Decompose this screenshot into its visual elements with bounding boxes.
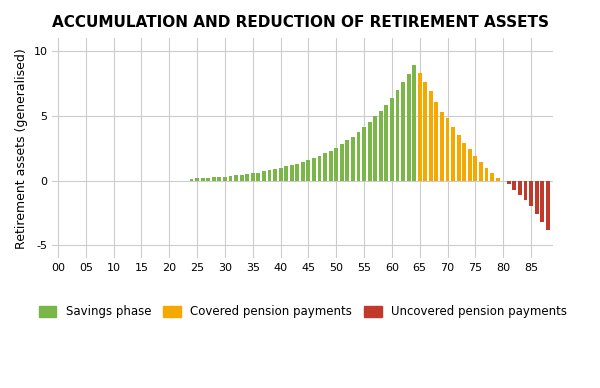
- Bar: [395, 90, 400, 180]
- Bar: [440, 112, 444, 180]
- Bar: [323, 153, 327, 180]
- Bar: [473, 156, 478, 180]
- Bar: [295, 164, 299, 180]
- Bar: [362, 127, 366, 180]
- Bar: [262, 171, 266, 180]
- Bar: [284, 166, 288, 180]
- Bar: [529, 180, 533, 206]
- Bar: [356, 132, 361, 180]
- Bar: [507, 180, 511, 184]
- Bar: [351, 137, 355, 180]
- Bar: [390, 98, 394, 180]
- Bar: [217, 177, 221, 180]
- Legend: Savings phase, Covered pension payments, Uncovered pension payments: Savings phase, Covered pension payments,…: [38, 305, 567, 319]
- Bar: [373, 116, 377, 180]
- Bar: [251, 173, 255, 180]
- Bar: [540, 180, 544, 222]
- Y-axis label: Retirement assets (generalised): Retirement assets (generalised): [15, 48, 28, 249]
- Bar: [407, 74, 410, 180]
- Bar: [301, 162, 305, 180]
- Bar: [329, 151, 332, 180]
- Bar: [462, 143, 466, 180]
- Bar: [273, 169, 277, 180]
- Bar: [346, 140, 349, 180]
- Bar: [334, 147, 338, 180]
- Bar: [468, 149, 472, 180]
- Bar: [229, 176, 232, 180]
- Bar: [256, 173, 260, 180]
- Bar: [317, 156, 322, 180]
- Bar: [312, 158, 316, 180]
- Bar: [485, 168, 488, 180]
- Bar: [418, 73, 422, 180]
- Bar: [340, 144, 344, 180]
- Bar: [212, 177, 216, 180]
- Text: ACCUMULATION AND REDUCTION OF RETIREMENT ASSETS: ACCUMULATION AND REDUCTION OF RETIREMENT…: [52, 15, 550, 30]
- Bar: [385, 105, 388, 180]
- Bar: [546, 180, 550, 230]
- Bar: [368, 122, 371, 180]
- Bar: [401, 82, 405, 180]
- Bar: [201, 178, 205, 180]
- Bar: [234, 175, 238, 180]
- Bar: [278, 168, 283, 180]
- Bar: [496, 178, 500, 180]
- Bar: [424, 82, 427, 180]
- Bar: [518, 180, 522, 195]
- Bar: [379, 111, 383, 180]
- Bar: [429, 91, 433, 180]
- Bar: [268, 170, 271, 180]
- Bar: [245, 174, 249, 180]
- Bar: [239, 175, 244, 180]
- Bar: [190, 178, 193, 180]
- Bar: [195, 178, 199, 180]
- Bar: [451, 127, 455, 180]
- Bar: [290, 165, 293, 180]
- Bar: [535, 180, 539, 214]
- Bar: [479, 163, 483, 180]
- Bar: [524, 180, 527, 200]
- Bar: [446, 118, 449, 180]
- Bar: [412, 65, 416, 180]
- Bar: [223, 177, 227, 180]
- Bar: [457, 135, 461, 180]
- Bar: [206, 178, 210, 180]
- Bar: [307, 160, 310, 180]
- Bar: [434, 102, 439, 180]
- Bar: [512, 180, 516, 190]
- Bar: [490, 173, 494, 180]
